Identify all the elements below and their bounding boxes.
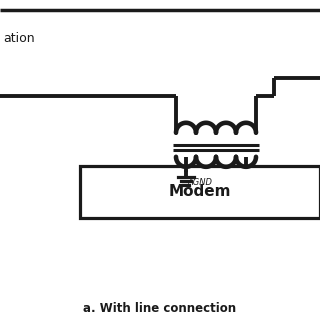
Text: Modem: Modem <box>169 185 231 199</box>
Text: a. With line connection: a. With line connection <box>84 302 236 315</box>
Text: AGND: AGND <box>188 178 212 187</box>
Text: ation: ation <box>3 32 35 45</box>
Bar <box>80 166 320 218</box>
